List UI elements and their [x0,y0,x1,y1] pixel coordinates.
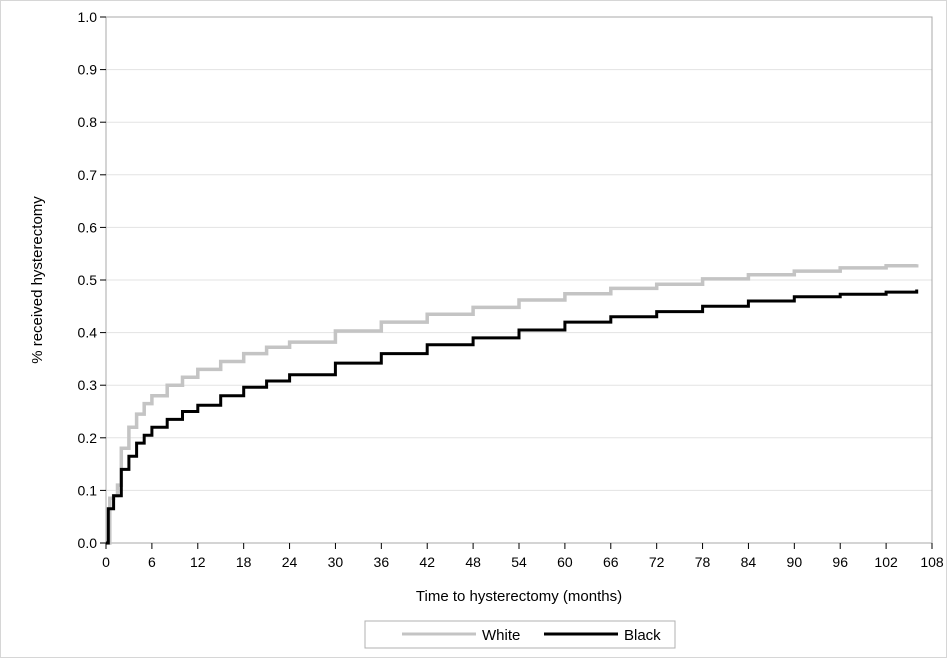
y-tick-label: 0.1 [78,482,98,498]
x-tick-label: 54 [511,554,527,570]
y-tick-label: 0.9 [78,62,98,78]
series-line-white [106,264,919,545]
x-tick-label: 78 [695,554,711,570]
series-layer [106,264,919,545]
y-tick-label: 0.0 [78,535,98,551]
x-tick-label: 60 [557,554,573,570]
legend-label-black: Black [624,627,661,644]
y-tick-label: 0.5 [78,272,98,288]
x-tick-label: 72 [649,554,665,570]
x-tick-label: 84 [741,554,757,570]
y-tick-label: 0.3 [78,377,98,393]
x-tick-label: 96 [832,554,848,570]
y-tick-label: 1.0 [78,9,98,25]
x-tick-label: 12 [190,554,206,570]
x-tick-label: 90 [787,554,803,570]
y-tick-label: 0.6 [78,219,98,235]
y-tick-label: 0.8 [78,114,98,130]
legend: White Black [364,620,676,649]
y-tick-label: 0.2 [78,430,98,446]
x-tick-label: 36 [374,554,390,570]
x-tick-label: 48 [465,554,481,570]
x-tick-label: 108 [920,554,944,570]
y-tick-label: 0.4 [78,325,98,341]
x-tick-label: 24 [282,554,298,570]
x-tick-label: 0 [102,554,110,570]
y-axis-title: % received hysterectomy [29,196,46,364]
y-tick-label: 0.7 [78,167,98,183]
x-tick-label: 30 [328,554,344,570]
legend-label-white: White [482,627,520,644]
x-axis-title: Time to hysterectomy (months) [416,588,622,605]
axes: 0.0 0.1 0.2 0.3 0.4 0.5 0.6 0.7 0.8 0.9 1.0 0 6 12 18 2… [78,9,944,570]
x-tick-label: 6 [148,554,156,570]
x-tick-label: 102 [874,554,898,570]
x-tick-label: 66 [603,554,619,570]
series-line-black [106,289,919,545]
x-tick-label: 42 [419,554,435,570]
gridlines [106,16,932,491]
x-tick-label: 18 [236,554,252,570]
